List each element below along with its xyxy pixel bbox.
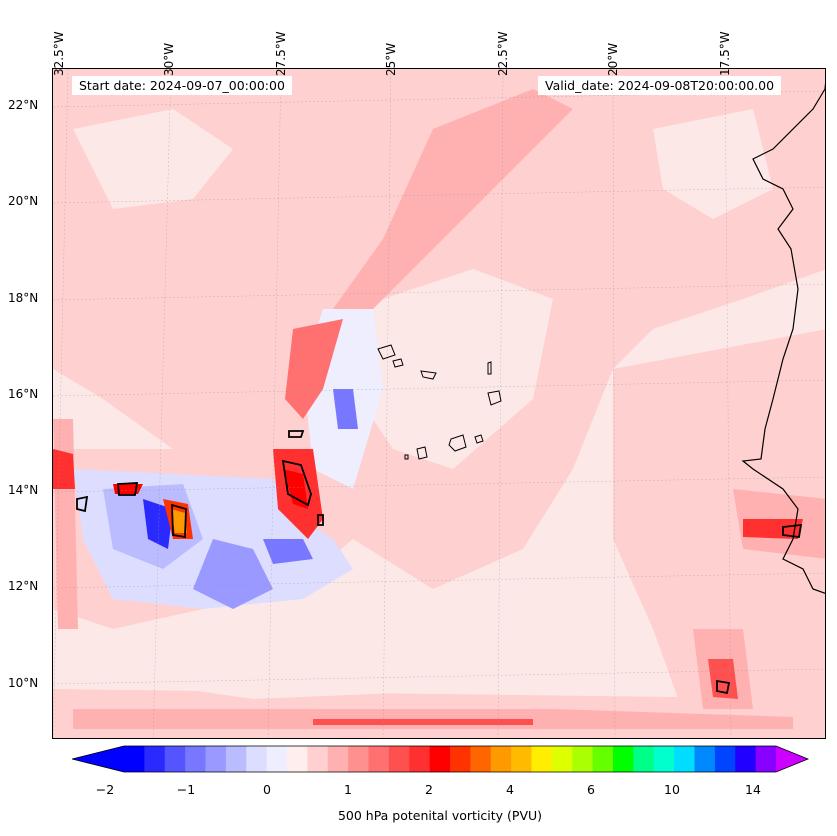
colorbar-tick-label: 1: [344, 782, 352, 797]
colorbar-tick-label: 2: [425, 782, 433, 797]
pv-2-contours: [76, 430, 803, 695]
colorbar-tick-label: 4: [506, 782, 514, 797]
colorbar-segment: [225, 746, 247, 772]
colorbar-segment: [674, 746, 695, 772]
lat-label: 22°N: [8, 98, 39, 112]
colorbar-segment: [307, 746, 329, 772]
colorbar-tick-label: −2: [95, 782, 115, 797]
colorbar-segment: [490, 746, 512, 772]
lat-label: 10°N: [8, 676, 39, 690]
colorbar-segment: [429, 746, 451, 772]
map-panel: [52, 68, 826, 739]
colorbar-tick-label: 10: [664, 782, 680, 797]
lon-label: 25°W: [384, 42, 398, 76]
colorbar-segment: [511, 746, 532, 772]
lon-label: 32.5°W: [52, 31, 66, 76]
colorbar-over-arrow: [776, 746, 808, 772]
lon-label: 17.5°W: [718, 31, 732, 76]
colorbar-segment: [735, 746, 757, 772]
colorbar-segment: [572, 746, 594, 772]
colorbar-segment: [653, 746, 675, 772]
colorbar-segment: [409, 746, 431, 772]
colorbar-segment: [185, 746, 206, 772]
colorbar-label: 500 hPa potenital vorticity (PVU): [337, 808, 543, 823]
pv-contours-light: [73, 109, 773, 699]
colorbar-segment: [327, 746, 349, 772]
lon-label: 22.5°W: [496, 31, 510, 76]
colorbar-tick-label: −1: [176, 782, 196, 797]
colorbar-segment: [368, 746, 390, 772]
colorbar-segment: [714, 746, 736, 772]
colorbar-segment: [470, 746, 492, 772]
coastline-africa: [741, 82, 825, 594]
colorbar-segment: [124, 746, 145, 772]
colorbar-segment: [694, 746, 716, 772]
lat-label: 14°N: [8, 483, 39, 497]
colorbar-tick-label: 0: [263, 782, 271, 797]
lon-label: 27.5°W: [274, 31, 288, 76]
islands-cape-verde: [377, 344, 502, 460]
lon-label: 30°W: [162, 42, 176, 76]
lat-label: 12°N: [8, 579, 39, 593]
colorbar-segment: [246, 746, 268, 772]
start-date-label: Start date: 2024-09-07_00:00:00: [72, 76, 292, 95]
colorbar-segment: [287, 746, 308, 772]
lon-label: 20°W: [606, 42, 620, 76]
colorbar-segment: [144, 746, 166, 772]
lat-label: 16°N: [8, 387, 39, 401]
colorbar-segment: [592, 746, 614, 772]
colorbar-segment: [755, 746, 777, 772]
lat-label: 20°N: [8, 194, 39, 208]
colorbar-tick-label: 6: [587, 782, 595, 797]
colorbar-tick-label: 14: [745, 782, 761, 797]
colorbar-segment: [613, 746, 634, 772]
colorbar-segment: [450, 746, 471, 772]
colorbar-segment: [205, 746, 227, 772]
colorbar: [72, 745, 810, 773]
colorbar-segment: [633, 746, 655, 772]
colorbar-segment: [164, 746, 186, 772]
lat-label: 18°N: [8, 291, 39, 305]
colorbar-segment: [348, 746, 369, 772]
colorbar-segment: [388, 746, 410, 772]
colorbar-segment: [266, 746, 288, 772]
colorbar-segment: [551, 746, 573, 772]
colorbar-outline: [72, 745, 810, 773]
pv-field-map: [53, 69, 825, 738]
valid-date-label: Valid_date: 2024-09-08T20:00:00.00: [538, 76, 782, 95]
colorbar-segment: [531, 746, 553, 772]
colorbar-under-arrow: [72, 746, 124, 772]
